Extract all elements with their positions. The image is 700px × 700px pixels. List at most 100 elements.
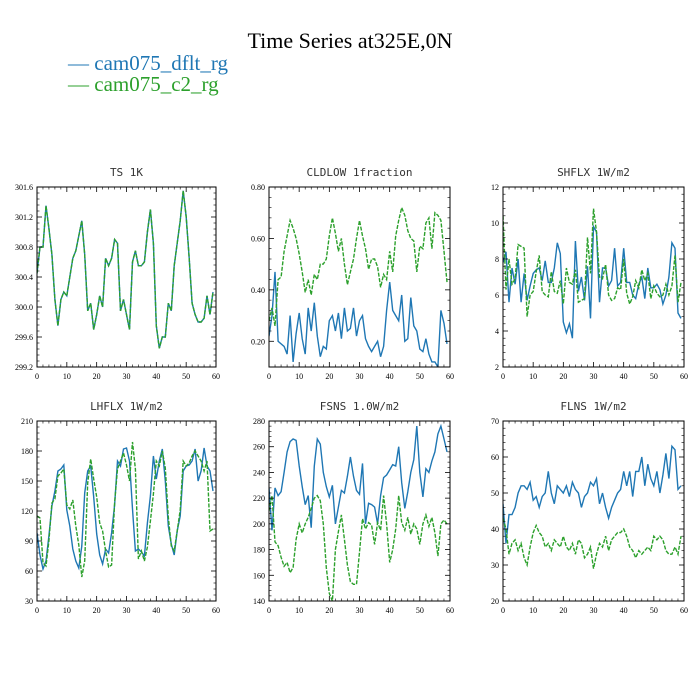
x-tick-label: 50 [650,372,658,381]
y-tick-label: 90 [25,537,33,546]
subplot-title: CLDLOW 1fraction [307,166,413,179]
subplot-4: LHFLX 1W/m2 0 10 20 30 40 50 60 30 60 90 120 150 180 2… [21,400,220,615]
subplot-title: TS 1K [110,166,143,179]
x-tick-label: 10 [295,606,303,615]
y-tick-label: 4 [495,327,499,336]
x-tick-label: 20 [559,372,567,381]
subplot-2: CLDLOW 1fraction 0 10 20 30 40 50 60 0.20 0.40 0.6… [251,166,454,381]
x-tick-label: 40 [386,606,394,615]
x-tick-label: 40 [620,606,628,615]
y-tick-label: 2 [495,363,499,372]
x-tick-label: 60 [446,606,454,615]
y-tick-label: 0.60 [251,234,265,243]
legend-entry-dflt: — cam075_dflt_rg [68,51,228,76]
x-tick-label: 0 [35,606,39,615]
series-line-cam075_c2_rg [269,205,448,327]
x-tick-label: 10 [63,372,71,381]
y-tick-label: 120 [21,507,33,516]
x-tick-label: 60 [212,606,220,615]
plot-frame [268,186,451,368]
y-tick-label: 299.6 [15,333,33,342]
y-tick-label: 301.6 [15,183,33,192]
plot-frame [36,186,217,368]
x-tick-label: 50 [182,372,190,381]
x-tick-label: 30 [356,606,364,615]
legend-line-icon: — [68,51,89,75]
x-tick-label: 60 [212,372,220,381]
x-tick-label: 20 [93,372,101,381]
y-tick-label: 10 [491,219,499,228]
series-line-cam075_c2_rg [37,441,214,578]
y-tick-label: 70 [491,417,499,426]
y-tick-label: 40 [491,525,499,534]
y-tick-label: 50 [491,489,499,498]
y-tick-label: 180 [253,546,265,555]
x-tick-label: 10 [529,372,537,381]
series-line-cam075_c2_rg [37,190,214,349]
subplot-title: FLNS 1W/m2 [560,400,626,413]
y-tick-label: 300.8 [15,243,33,252]
y-tick-label: 220 [253,494,265,503]
y-tick-label: 0.20 [251,337,265,346]
series-line-cam075_c2_rg [503,208,682,317]
x-tick-label: 0 [267,372,271,381]
legend-entry-c2: — cam075_c2_rg [68,72,219,97]
legend-line-icon: — [68,72,89,96]
x-tick-label: 30 [356,372,364,381]
series-line-cam075_dflt_rg [503,444,682,544]
y-tick-label: 30 [491,561,499,570]
y-tick-label: 280 [253,417,265,426]
y-tick-label: 60 [491,453,499,462]
x-tick-label: 10 [295,372,303,381]
subplot-title: FSNS 1.0W/m2 [320,400,399,413]
series-line-cam075_c2_rg [503,518,682,569]
x-tick-label: 0 [267,606,271,615]
y-tick-label: 260 [253,443,265,452]
x-tick-label: 40 [152,372,160,381]
y-tick-label: 20 [491,597,499,606]
subplot-5: FSNS 1.0W/m2 0 10 20 30 40 50 60 140 160 180 200 220… [253,400,454,615]
x-tick-label: 20 [559,606,567,615]
y-tick-label: 0.80 [251,183,265,192]
figure-title: Time Series at325E,0N [247,28,453,53]
x-tick-label: 40 [620,372,628,381]
y-tick-label: 140 [253,597,265,606]
x-tick-label: 60 [446,372,454,381]
x-tick-label: 30 [590,372,598,381]
x-tick-label: 30 [123,372,131,381]
y-tick-label: 200 [253,520,265,529]
legend-label: cam075_dflt_rg [94,51,229,75]
x-tick-label: 20 [325,606,333,615]
plot-frame [268,420,451,602]
x-tick-label: 50 [416,372,424,381]
y-tick-label: 30 [25,597,33,606]
x-tick-label: 0 [501,372,505,381]
y-tick-label: 300.0 [15,303,33,312]
subplot-1: TS 1K 0 10 20 30 40 50 60 299.2 299.6 300.0 300.4 30… [15,166,220,381]
x-tick-label: 40 [152,606,160,615]
y-tick-label: 210 [21,417,33,426]
y-tick-label: 8 [495,255,499,264]
y-tick-label: 12 [491,183,499,192]
x-tick-label: 30 [123,606,131,615]
x-tick-label: 30 [590,606,598,615]
y-tick-label: 301.2 [15,213,33,222]
x-tick-label: 50 [416,606,424,615]
subplot-3: SHFLX 1W/m2 0 10 20 30 40 50 60 2 4 6 8 10 12 [491,166,688,381]
x-tick-label: 40 [386,372,394,381]
y-tick-label: 6 [495,291,499,300]
series-line-cam075_dflt_rg [269,423,448,531]
series-line-cam075_c2_rg [269,494,448,601]
x-tick-label: 0 [35,372,39,381]
y-tick-label: 299.2 [15,363,33,372]
y-tick-label: 180 [21,447,33,456]
x-tick-label: 60 [680,372,688,381]
y-tick-label: 160 [253,571,265,580]
y-tick-label: 0.40 [251,286,265,295]
series-line-cam075_dflt_rg [503,224,682,339]
x-tick-label: 10 [529,606,537,615]
x-tick-label: 50 [650,606,658,615]
subplot-title: LHFLX 1W/m2 [90,400,163,413]
subplot-title: SHFLX 1W/m2 [557,166,630,179]
legend-label: cam075_c2_rg [94,72,219,96]
